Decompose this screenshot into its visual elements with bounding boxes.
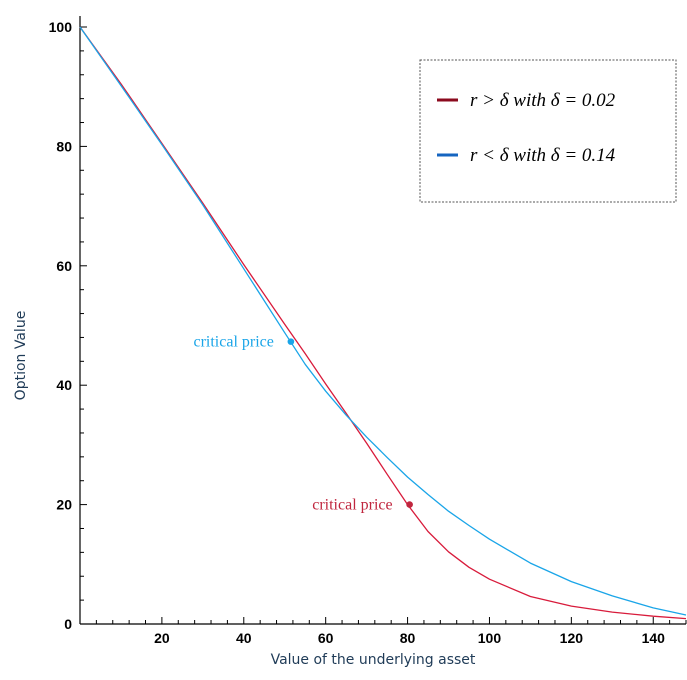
- y-axis-title: Option Value: [13, 311, 29, 401]
- x-tick-label: 60: [318, 630, 334, 646]
- legend-label: r > δ with δ = 0.02: [470, 90, 616, 111]
- legend-box: [419, 59, 677, 203]
- critical-price-point: [406, 501, 413, 508]
- x-tick-label: 120: [560, 630, 584, 646]
- annotations: critical price critical price: [193, 334, 413, 514]
- x-axis-title: Value of the underlying asset: [271, 652, 476, 668]
- series-line-2: [79, 26, 687, 616]
- legend-label: r < δ with δ = 0.14: [470, 145, 616, 166]
- y-tick-label: 0: [64, 616, 72, 632]
- critical-price-label: critical price: [193, 334, 273, 351]
- y-tick-label: 40: [56, 377, 72, 393]
- critical-price-point: [287, 338, 295, 345]
- y-tick-label: 60: [56, 258, 72, 274]
- y-tick-label: 20: [56, 497, 72, 513]
- legend: r > δ with δ = 0.02 r < δ with δ = 0.14: [419, 59, 677, 203]
- critical-price-label: critical price: [312, 497, 392, 514]
- y-tick-label: 100: [49, 19, 73, 35]
- y-tick-label: 80: [56, 138, 72, 154]
- x-tick-label: 40: [236, 630, 252, 646]
- x-tick-label: 80: [400, 630, 416, 646]
- series-lines: [79, 26, 687, 620]
- tick-marks: [80, 26, 687, 624]
- series-line-1: [79, 26, 687, 620]
- x-tick-label: 100: [478, 630, 502, 646]
- axes: [79, 16, 686, 625]
- tick-labels: 20 40 60 80 100 120 140 0 20 40 60 80 100: [49, 19, 665, 646]
- x-tick-label: 20: [154, 630, 170, 646]
- x-tick-label: 140: [642, 630, 666, 646]
